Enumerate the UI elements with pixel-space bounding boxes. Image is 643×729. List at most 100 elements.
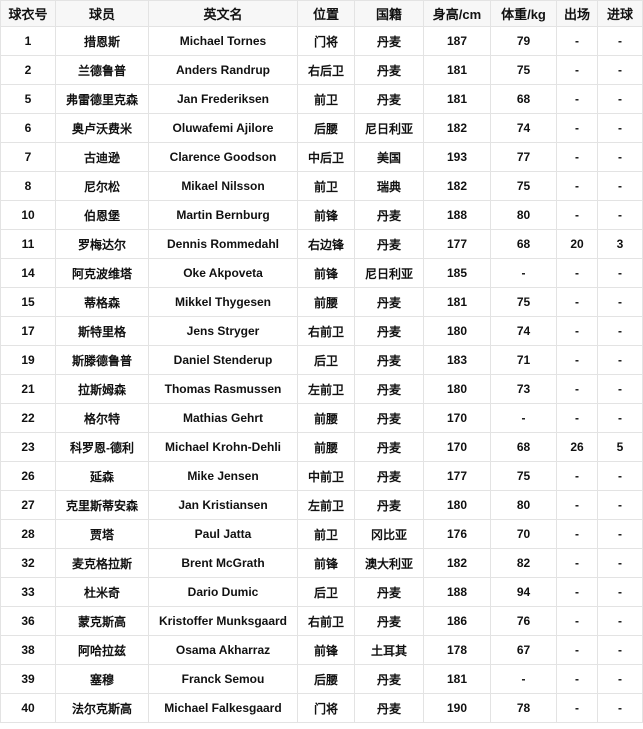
cell-nationality: 丹麦 bbox=[354, 287, 424, 317]
cell-player-cn: 克里斯蒂安森 bbox=[55, 490, 149, 520]
column-header-player-en: 英文名 bbox=[148, 0, 298, 27]
cell-number: 40 bbox=[0, 693, 56, 723]
table-row: 36 蒙克斯高 Kristoffer Munksgaard 右前卫 丹麦 186 76- - bbox=[0, 606, 643, 636]
cell-nationality: 丹麦 bbox=[354, 432, 424, 462]
cell-number: 17 bbox=[0, 316, 56, 346]
cell-weight: 80 bbox=[490, 490, 557, 520]
cell-player-en: Michael Falkesgaard bbox=[148, 693, 298, 723]
cell-player-cn: 蒂格森 bbox=[55, 287, 149, 317]
cell-player-cn: 弗雷德里克森 bbox=[55, 84, 149, 114]
cell-height: 185 bbox=[423, 258, 491, 288]
table-row: 27 克里斯蒂安森 Jan Kristiansen 左前卫 丹麦 180 80- - bbox=[0, 490, 643, 520]
cell-nationality: 丹麦 bbox=[354, 84, 424, 114]
cell-goals: - bbox=[597, 287, 643, 317]
table-row: 5 弗雷德里克森 Jan Frederiksen 前卫 丹麦 181 68- - bbox=[0, 84, 643, 114]
cell-weight: - bbox=[490, 664, 557, 694]
cell-appearances: - bbox=[556, 258, 598, 288]
cell-goals: - bbox=[597, 606, 643, 636]
cell-number: 8 bbox=[0, 171, 56, 201]
cell-player-en: Michael Krohn-Dehli bbox=[148, 432, 298, 462]
cell-number: 21 bbox=[0, 374, 56, 404]
cell-appearances: - bbox=[556, 548, 598, 578]
cell-goals: - bbox=[597, 316, 643, 346]
cell-number: 22 bbox=[0, 403, 56, 433]
cell-nationality: 冈比亚 bbox=[354, 519, 424, 549]
cell-nationality: 丹麦 bbox=[354, 664, 424, 694]
table-row: 39 塞穆 Franck Semou 后腰 丹麦 181- - - bbox=[0, 664, 643, 694]
table-row: 14 阿克波维塔 Oke Akpoveta 前锋 尼日利亚 185- - - bbox=[0, 258, 643, 288]
cell-appearances: - bbox=[556, 26, 598, 56]
cell-number: 26 bbox=[0, 461, 56, 491]
column-header-position: 位置 bbox=[297, 0, 355, 27]
cell-goals: - bbox=[597, 55, 643, 85]
column-header-nationality: 国籍 bbox=[354, 0, 424, 27]
cell-position: 门将 bbox=[297, 26, 355, 56]
cell-weight: 71 bbox=[490, 345, 557, 375]
cell-nationality: 丹麦 bbox=[354, 55, 424, 85]
cell-player-cn: 杜米奇 bbox=[55, 577, 149, 607]
cell-player-cn: 阿哈拉兹 bbox=[55, 635, 149, 665]
cell-weight: - bbox=[490, 258, 557, 288]
cell-position: 左前卫 bbox=[297, 490, 355, 520]
cell-height: 188 bbox=[423, 577, 491, 607]
cell-position: 前锋 bbox=[297, 258, 355, 288]
cell-appearances: - bbox=[556, 316, 598, 346]
cell-nationality: 尼日利亚 bbox=[354, 258, 424, 288]
cell-weight: 82 bbox=[490, 548, 557, 578]
cell-goals: - bbox=[597, 461, 643, 491]
cell-goals: - bbox=[597, 142, 643, 172]
table-row: 23 科罗恩-德利 Michael Krohn-Dehli 前腰 丹麦 170 68 26 5 bbox=[0, 432, 643, 462]
cell-weight: 74 bbox=[490, 316, 557, 346]
table-row: 15 蒂格森 Mikkel Thygesen 前腰 丹麦 181 75- - bbox=[0, 287, 643, 317]
table-row: 1 措恩斯 Michael Tornes 门将 丹麦 187 79- - bbox=[0, 26, 643, 56]
cell-nationality: 丹麦 bbox=[354, 403, 424, 433]
table-body: 1 措恩斯 Michael Tornes 门将 丹麦 187 79- -2 兰德鲁普 Anders… bbox=[0, 26, 643, 723]
cell-height: 170 bbox=[423, 403, 491, 433]
cell-number: 10 bbox=[0, 200, 56, 230]
cell-weight: 77 bbox=[490, 142, 557, 172]
column-header-appearances: 出场 bbox=[556, 0, 598, 27]
cell-player-en: Mikkel Thygesen bbox=[148, 287, 298, 317]
cell-nationality: 丹麦 bbox=[354, 577, 424, 607]
cell-goals: - bbox=[597, 200, 643, 230]
cell-appearances: - bbox=[556, 55, 598, 85]
cell-player-cn: 斯滕德鲁普 bbox=[55, 345, 149, 375]
cell-position: 前锋 bbox=[297, 548, 355, 578]
cell-nationality: 澳大利亚 bbox=[354, 548, 424, 578]
cell-position: 前锋 bbox=[297, 635, 355, 665]
cell-player-cn: 塞穆 bbox=[55, 664, 149, 694]
cell-position: 前锋 bbox=[297, 200, 355, 230]
cell-goals: - bbox=[597, 171, 643, 201]
cell-number: 7 bbox=[0, 142, 56, 172]
header-row: 球衣号 球员 英文名 位置 国籍 身高/cm 体重/kg 出场 进球 bbox=[0, 0, 643, 27]
cell-weight: 78 bbox=[490, 693, 557, 723]
cell-number: 28 bbox=[0, 519, 56, 549]
cell-appearances: - bbox=[556, 664, 598, 694]
cell-nationality: 瑞典 bbox=[354, 171, 424, 201]
cell-appearances: - bbox=[556, 84, 598, 114]
cell-weight: 76 bbox=[490, 606, 557, 636]
cell-player-cn: 拉斯姆森 bbox=[55, 374, 149, 404]
table-row: 17 斯特里格 Jens Stryger 右前卫 丹麦 180 74- - bbox=[0, 316, 643, 346]
cell-weight: 68 bbox=[490, 84, 557, 114]
cell-position: 中后卫 bbox=[297, 142, 355, 172]
column-header-player-cn: 球员 bbox=[55, 0, 149, 27]
cell-player-cn: 奥卢沃费米 bbox=[55, 113, 149, 143]
cell-weight: 75 bbox=[490, 55, 557, 85]
cell-player-cn: 法尔克斯高 bbox=[55, 693, 149, 723]
cell-number: 2 bbox=[0, 55, 56, 85]
cell-height: 181 bbox=[423, 84, 491, 114]
table-row: 40 法尔克斯高 Michael Falkesgaard 门将 丹麦 190 78- - bbox=[0, 693, 643, 723]
cell-height: 177 bbox=[423, 461, 491, 491]
cell-nationality: 丹麦 bbox=[354, 461, 424, 491]
cell-nationality: 丹麦 bbox=[354, 490, 424, 520]
cell-height: 188 bbox=[423, 200, 491, 230]
cell-nationality: 丹麦 bbox=[354, 229, 424, 259]
cell-appearances: - bbox=[556, 113, 598, 143]
cell-weight: 67 bbox=[490, 635, 557, 665]
cell-height: 187 bbox=[423, 26, 491, 56]
table-row: 8 尼尔松 Mikael Nilsson 前卫 瑞典 182 75- - bbox=[0, 171, 643, 201]
cell-number: 6 bbox=[0, 113, 56, 143]
table-row: 2 兰德鲁普 Anders Randrup 右后卫 丹麦 181 75- - bbox=[0, 55, 643, 85]
column-header-height: 身高/cm bbox=[423, 0, 491, 27]
